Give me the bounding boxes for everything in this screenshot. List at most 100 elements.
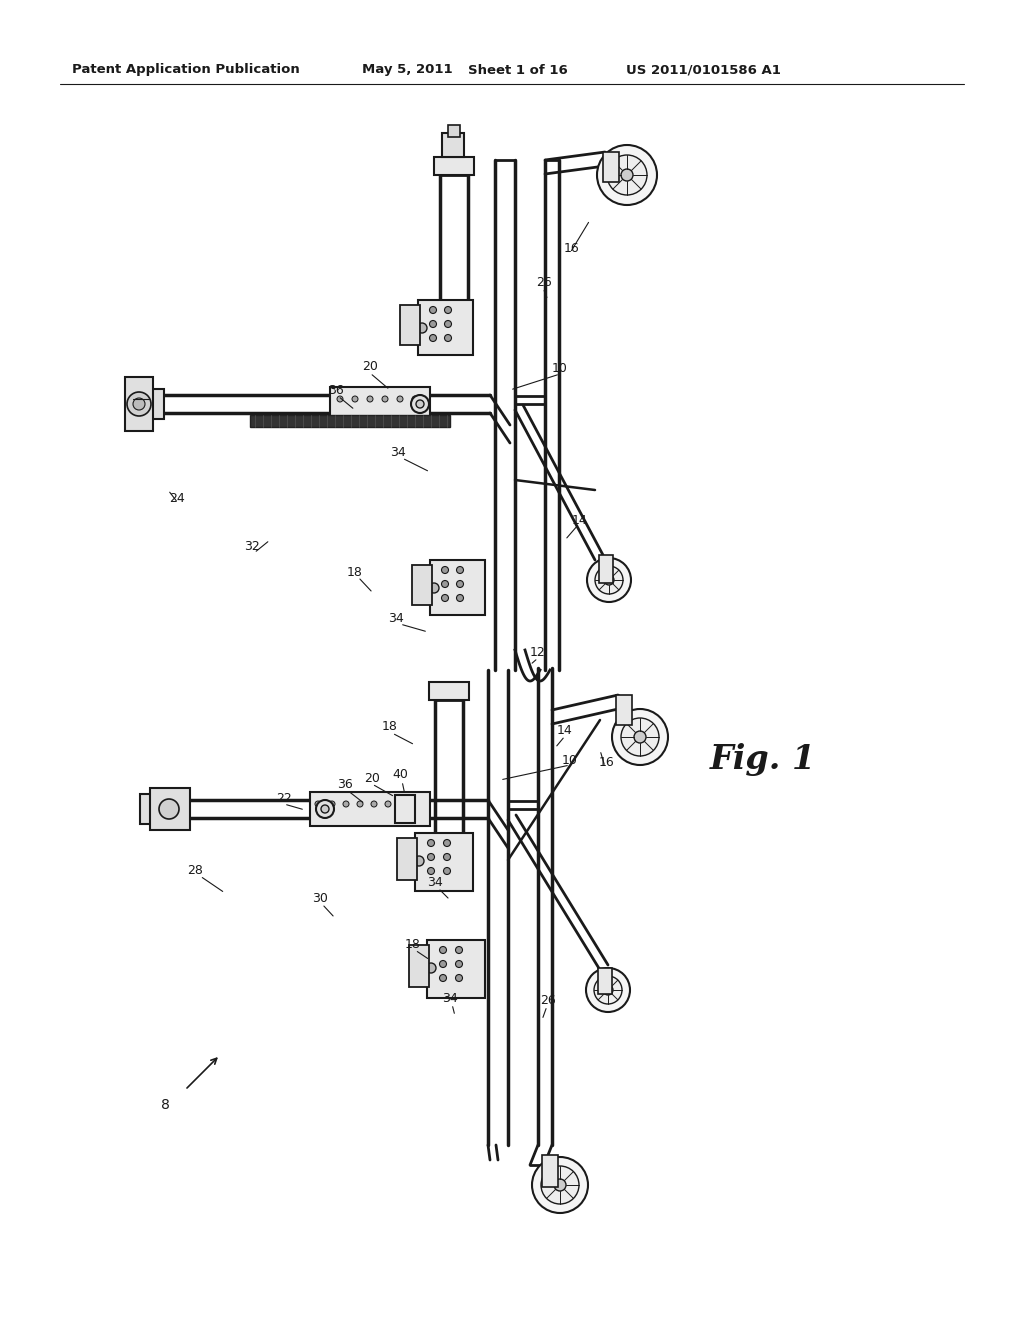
Bar: [140, 795, 156, 824]
Circle shape: [414, 855, 424, 866]
Bar: [430, 560, 485, 615]
Circle shape: [441, 581, 449, 587]
Circle shape: [604, 576, 614, 585]
Circle shape: [427, 854, 434, 861]
Circle shape: [416, 400, 424, 408]
Bar: [148, 389, 164, 418]
Circle shape: [429, 321, 436, 327]
Circle shape: [417, 323, 427, 333]
Bar: [412, 565, 432, 605]
Text: 34: 34: [388, 611, 403, 624]
Circle shape: [441, 594, 449, 602]
Circle shape: [443, 854, 451, 861]
Circle shape: [621, 718, 659, 756]
Circle shape: [426, 964, 436, 973]
Text: 22: 22: [276, 792, 292, 804]
Bar: [436, 310, 472, 322]
Circle shape: [532, 1158, 588, 1213]
Bar: [250, 414, 450, 426]
Circle shape: [127, 392, 151, 416]
Circle shape: [586, 968, 630, 1012]
Circle shape: [315, 801, 321, 807]
Bar: [400, 305, 420, 345]
Circle shape: [439, 946, 446, 953]
Circle shape: [457, 594, 464, 602]
Bar: [409, 945, 429, 987]
Bar: [429, 682, 469, 700]
Circle shape: [412, 396, 418, 403]
Circle shape: [595, 566, 623, 594]
Circle shape: [441, 566, 449, 573]
Circle shape: [427, 867, 434, 874]
Text: 40: 40: [392, 768, 408, 781]
Bar: [427, 940, 485, 998]
Bar: [603, 152, 618, 182]
Text: Fig. 1: Fig. 1: [710, 743, 816, 776]
Text: 26: 26: [540, 994, 556, 1006]
Circle shape: [541, 1166, 579, 1204]
Bar: [395, 795, 415, 822]
Circle shape: [352, 396, 358, 403]
Text: 26: 26: [537, 276, 552, 289]
Circle shape: [456, 974, 463, 982]
Circle shape: [439, 961, 446, 968]
Circle shape: [607, 154, 647, 195]
Bar: [434, 157, 474, 176]
Circle shape: [367, 396, 373, 403]
Circle shape: [337, 396, 343, 403]
Bar: [442, 133, 464, 157]
Text: 32: 32: [244, 540, 260, 553]
Text: 16: 16: [599, 755, 614, 768]
Text: 14: 14: [572, 513, 588, 527]
Text: 10: 10: [552, 362, 568, 375]
Text: 16: 16: [564, 242, 580, 255]
Text: 20: 20: [362, 360, 378, 374]
Text: Patent Application Publication: Patent Application Publication: [72, 63, 300, 77]
Circle shape: [443, 840, 451, 846]
Circle shape: [133, 399, 145, 411]
Text: 18: 18: [406, 939, 421, 952]
Bar: [616, 696, 632, 725]
Text: 36: 36: [337, 777, 353, 791]
Bar: [431, 838, 467, 850]
Text: US 2011/0101586 A1: US 2011/0101586 A1: [626, 63, 781, 77]
Bar: [598, 968, 612, 994]
Circle shape: [603, 985, 613, 995]
Circle shape: [429, 334, 436, 342]
Text: 24: 24: [169, 491, 185, 504]
Circle shape: [597, 145, 657, 205]
Text: 28: 28: [187, 863, 203, 876]
Circle shape: [457, 566, 464, 573]
Text: 18: 18: [382, 721, 398, 734]
Circle shape: [385, 801, 391, 807]
Bar: [150, 788, 190, 830]
Bar: [542, 1155, 558, 1187]
Bar: [310, 792, 430, 826]
Circle shape: [397, 396, 403, 403]
Circle shape: [621, 169, 633, 181]
Circle shape: [316, 800, 334, 818]
Circle shape: [411, 395, 429, 413]
Circle shape: [444, 321, 452, 327]
Text: 18: 18: [347, 565, 362, 578]
Circle shape: [321, 805, 329, 813]
Circle shape: [429, 306, 436, 314]
Bar: [449, 125, 460, 137]
Bar: [418, 300, 473, 355]
Circle shape: [612, 709, 668, 766]
Circle shape: [456, 946, 463, 953]
Circle shape: [444, 306, 452, 314]
Text: 34: 34: [390, 446, 406, 458]
Text: 14: 14: [557, 723, 572, 737]
Circle shape: [456, 961, 463, 968]
Text: 36: 36: [328, 384, 344, 396]
Text: 8: 8: [161, 1098, 169, 1111]
Text: 30: 30: [312, 891, 328, 904]
Circle shape: [357, 801, 362, 807]
Text: Sheet 1 of 16: Sheet 1 of 16: [468, 63, 567, 77]
Text: 34: 34: [442, 991, 458, 1005]
Bar: [415, 833, 473, 891]
Circle shape: [594, 975, 622, 1005]
Bar: [599, 554, 613, 583]
Text: 20: 20: [365, 771, 380, 784]
